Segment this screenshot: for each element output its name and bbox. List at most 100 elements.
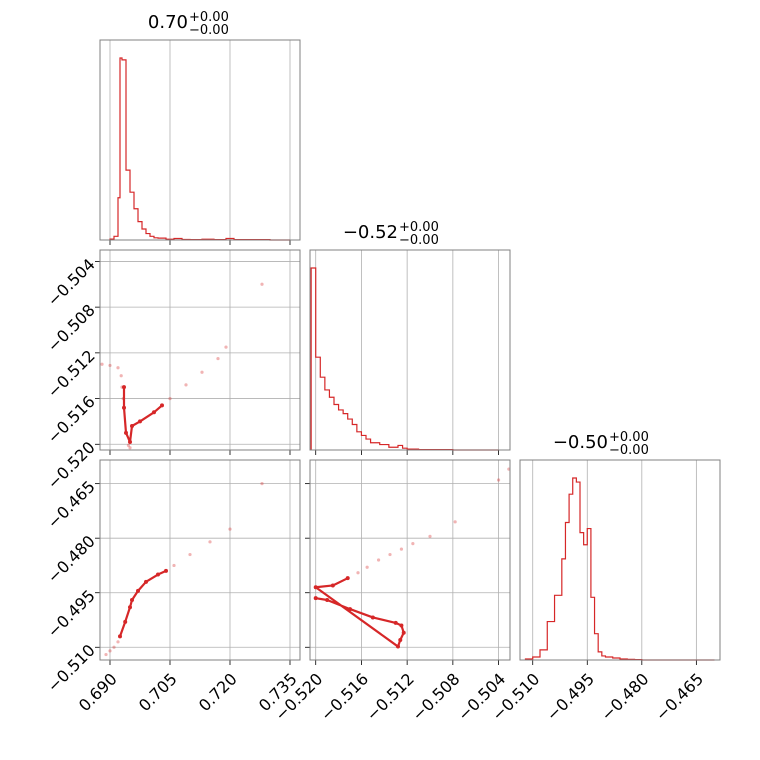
panel-title-value: 0.70 bbox=[148, 12, 188, 33]
trail-point bbox=[118, 634, 122, 639]
trail-point bbox=[345, 576, 350, 581]
scatter-point bbox=[496, 478, 501, 482]
trail-point bbox=[313, 596, 318, 601]
scatter-point bbox=[116, 640, 120, 644]
scatter-panel: −0.520−0.516−0.512−0.508−0.504 bbox=[43, 249, 301, 493]
scatter-point bbox=[200, 370, 204, 374]
scatter-point bbox=[208, 540, 212, 544]
scatter-point bbox=[356, 571, 360, 575]
trail-point bbox=[393, 620, 398, 625]
x-tick-label: −0.465 bbox=[652, 669, 707, 724]
panel-title-upper: +0.00 bbox=[399, 220, 439, 235]
scatter-content bbox=[100, 282, 264, 450]
trail-point bbox=[313, 585, 318, 590]
scatter-content bbox=[104, 482, 264, 657]
scatter-panel: −0.520−0.516−0.512−0.508−0.504 bbox=[271, 459, 511, 725]
x-tick-label: 0.690 bbox=[75, 669, 121, 715]
scatter-point bbox=[428, 534, 432, 538]
histogram-panel: −0.52 +0.00−0.00 bbox=[309, 220, 511, 455]
scatter-point bbox=[228, 527, 232, 531]
histogram-step-line bbox=[310, 267, 499, 451]
y-tick-label: −0.480 bbox=[43, 532, 98, 587]
scatter-point bbox=[108, 649, 112, 653]
trail-point bbox=[130, 598, 134, 602]
trail-point bbox=[122, 385, 126, 390]
x-tick-label: −0.495 bbox=[543, 669, 598, 724]
trail-point bbox=[136, 588, 140, 593]
y-tick-label: −0.504 bbox=[43, 255, 98, 310]
sample-trail-line bbox=[118, 569, 168, 638]
panel-frame bbox=[309, 249, 511, 451]
scatter-point bbox=[399, 547, 404, 551]
panel-frame bbox=[99, 459, 301, 661]
scatter-panel: 0.690 0.705 0.720 0.735−0.510−0.495−0.480−0… bbox=[43, 459, 301, 715]
histogram-panel: −0.510 −0.495 −0.480 −0.465−0.50 +0.00−0.00 bbox=[488, 430, 721, 725]
trail-point bbox=[130, 424, 134, 428]
trail-point bbox=[124, 430, 128, 435]
scatter-point bbox=[184, 383, 188, 387]
scatter-point bbox=[188, 552, 192, 557]
panel-frame bbox=[99, 249, 301, 451]
scatter-point bbox=[224, 345, 228, 349]
panel-frame bbox=[519, 459, 721, 661]
scatter-point bbox=[260, 282, 264, 286]
scatter-content bbox=[313, 467, 510, 649]
sample-trail-line bbox=[314, 577, 405, 648]
panel-title-lower: −0.00 bbox=[189, 23, 229, 38]
trail-point bbox=[325, 598, 330, 602]
scatter-point bbox=[104, 652, 108, 657]
scatter-point bbox=[128, 446, 132, 450]
scatter-point bbox=[388, 552, 392, 557]
trail-point bbox=[123, 619, 128, 624]
trail-point bbox=[152, 410, 156, 415]
trail-point bbox=[398, 638, 403, 642]
scatter-point bbox=[453, 520, 457, 524]
x-tick-label: 0.720 bbox=[195, 669, 241, 715]
histogram-step-line bbox=[524, 477, 715, 661]
trail-point bbox=[122, 405, 126, 410]
x-tick-label: −0.512 bbox=[363, 669, 418, 724]
scatter-point bbox=[172, 563, 176, 568]
panel-title-value: −0.50 bbox=[553, 432, 608, 453]
trail-point bbox=[370, 615, 375, 620]
histogram-step-line bbox=[109, 57, 290, 241]
sample-trail-line bbox=[122, 386, 164, 444]
scatter-point bbox=[168, 396, 172, 401]
scatter-point bbox=[119, 374, 123, 378]
trail-point bbox=[401, 630, 406, 635]
panel-title-lower: −0.00 bbox=[609, 443, 649, 458]
trail-point bbox=[128, 605, 132, 610]
y-tick-label: −0.512 bbox=[43, 346, 98, 401]
scatter-point bbox=[126, 443, 130, 448]
trail-point bbox=[330, 583, 335, 588]
panel-title-upper: +0.00 bbox=[189, 10, 229, 25]
scatter-point bbox=[108, 363, 112, 368]
trail-point bbox=[156, 572, 160, 577]
y-tick-label: −0.516 bbox=[43, 392, 98, 447]
scatter-point bbox=[216, 356, 220, 361]
panel-title-upper: +0.00 bbox=[609, 430, 649, 445]
panel-frame bbox=[99, 39, 301, 241]
scatter-point bbox=[376, 558, 381, 562]
x-tick-label: 0.705 bbox=[135, 669, 181, 715]
y-tick-label: −0.495 bbox=[43, 586, 98, 641]
panel-title-lower: −0.00 bbox=[399, 233, 439, 248]
x-tick-label: −0.508 bbox=[408, 669, 463, 724]
panel-frame bbox=[309, 459, 511, 661]
x-tick-label: −0.480 bbox=[597, 669, 652, 724]
scatter-point bbox=[411, 542, 415, 546]
scatter-point bbox=[112, 645, 116, 649]
scatter-point bbox=[100, 362, 104, 366]
scatter-point bbox=[507, 467, 510, 471]
x-tick-label: −0.516 bbox=[317, 669, 372, 724]
trail-point bbox=[160, 403, 164, 408]
panels-layer: 0.70 +0.00−0.00−0.520−0.516−0.512−0.508−0… bbox=[43, 10, 721, 725]
scatter-point bbox=[116, 366, 120, 370]
histogram-panel: 0.70 +0.00−0.00 bbox=[99, 10, 301, 245]
trail-point bbox=[399, 623, 404, 628]
scatter-point bbox=[365, 565, 369, 569]
trail-point bbox=[128, 440, 132, 444]
scatter-point bbox=[260, 482, 264, 486]
trail-point bbox=[348, 607, 352, 612]
